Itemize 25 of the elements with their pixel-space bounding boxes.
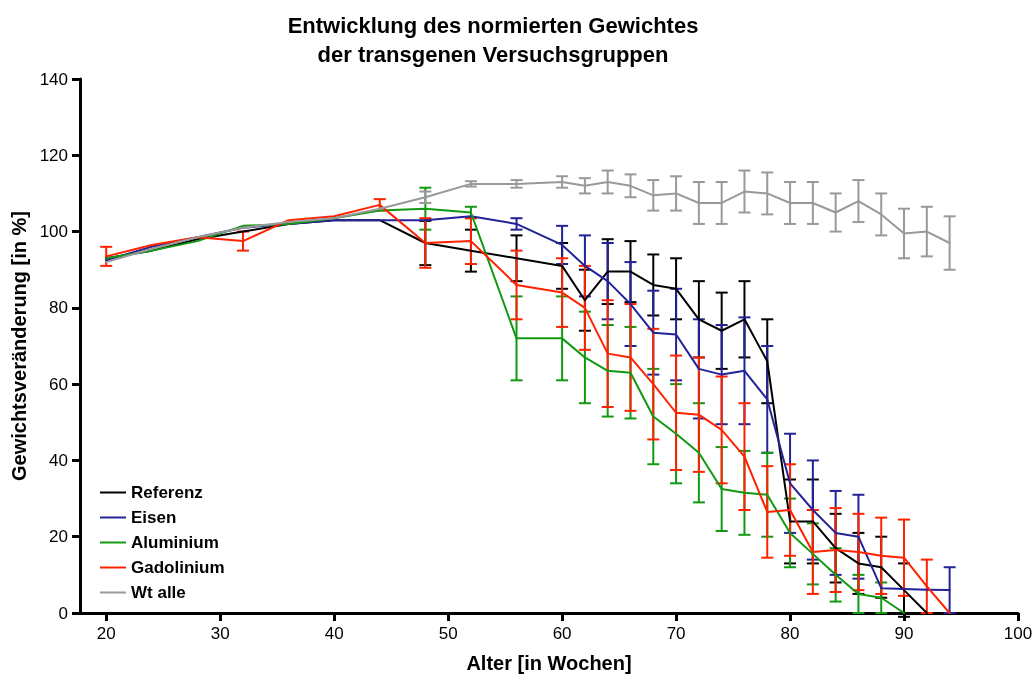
x-tick-label: 90: [894, 624, 914, 643]
legend-label: Gadolinium: [131, 558, 225, 577]
y-tick-label: 80: [49, 298, 68, 318]
x-tick-label: 50: [438, 624, 458, 643]
y-tick-label: 100: [39, 222, 68, 242]
x-tick-label: 80: [780, 624, 800, 643]
y-tick-label: 60: [49, 374, 68, 394]
x-tick-label: 60: [552, 624, 572, 643]
chart-title: Entwicklung des normierten Gewichtes der transgenen Versuchsgruppen: [287, 13, 699, 67]
y-tick-label: 40: [49, 450, 68, 470]
x-tick-label: 30: [210, 624, 230, 643]
legend-label: Eisen: [131, 508, 177, 527]
y-tick-label: 20: [49, 527, 68, 547]
y-axis-title: Gewichtsveränderung [in %]: [7, 210, 30, 482]
y-tick-label: 0: [58, 603, 68, 623]
x-tick-label: 20: [96, 624, 116, 643]
y-tick-label: 140: [39, 69, 68, 89]
legend-label: Aluminium: [131, 533, 219, 552]
x-tick-label: 100: [1003, 624, 1033, 643]
x-axis-title: Alter [in Wochen]: [466, 652, 632, 674]
x-tick-label: 40: [324, 624, 344, 643]
y-tick-label: 120: [39, 145, 68, 165]
x-tick-label: 70: [666, 624, 686, 643]
legend-label: Referenz: [131, 483, 203, 502]
legend-label: Wt alle: [131, 583, 186, 602]
